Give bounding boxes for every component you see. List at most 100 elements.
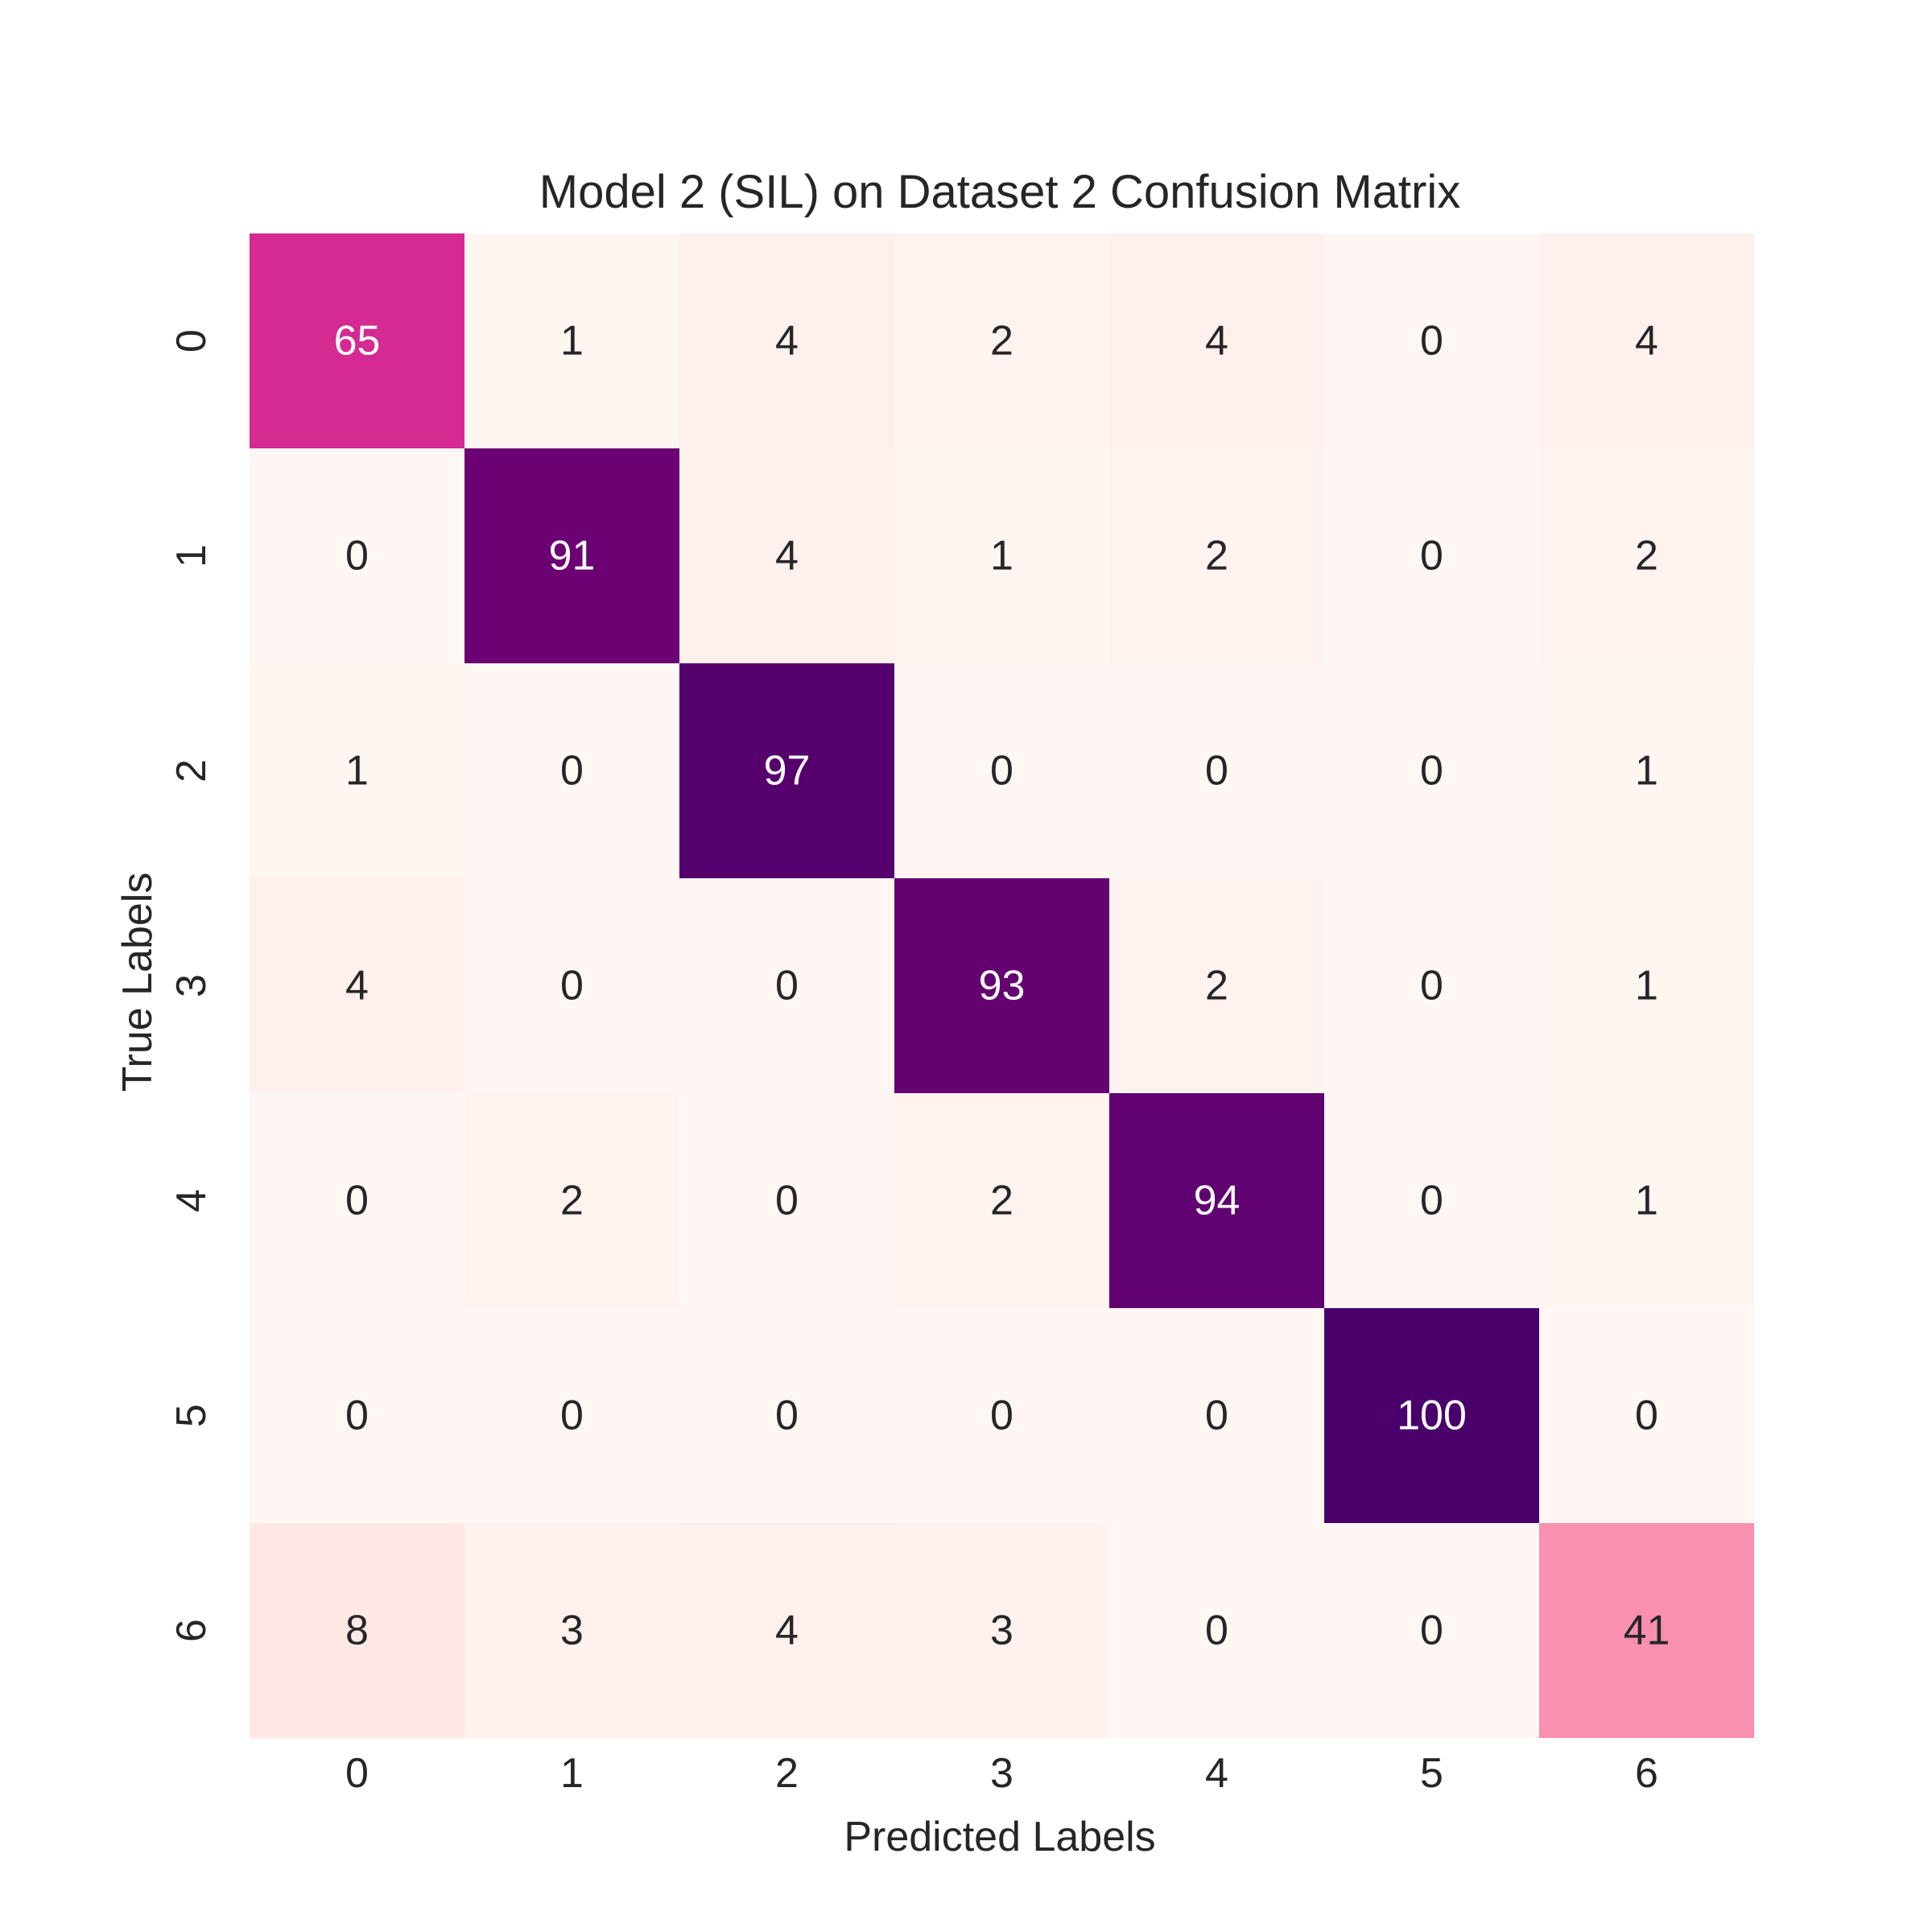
cell-value-3-2: 0 <box>775 963 799 1009</box>
cell-value-0-0: 65 <box>334 318 381 365</box>
heatmap-cell-2-6 <box>1539 663 1754 878</box>
heatmap-cell-6-5 <box>1324 1523 1539 1738</box>
heatmap-cell-4-6 <box>1539 1093 1754 1308</box>
heatmap-cell-3-6 <box>1539 878 1754 1093</box>
heatmap-cell-1-3 <box>894 448 1109 663</box>
y-tick-label-1: 1 <box>168 544 215 568</box>
heatmap-cell-5-0 <box>250 1308 464 1523</box>
y-tick-label-5: 5 <box>168 1404 215 1427</box>
x-tick-label-3: 3 <box>990 1750 1013 1797</box>
cell-value-0-2: 4 <box>775 318 799 365</box>
heatmap-cell-5-3 <box>894 1308 1109 1523</box>
cell-value-2-6: 1 <box>1635 748 1658 795</box>
heatmap-cell-4-1 <box>464 1093 679 1308</box>
cell-value-4-5: 0 <box>1420 1178 1443 1224</box>
heatmap-cell-3-0 <box>250 878 464 1093</box>
heatmap-cell-5-5 <box>1324 1308 1539 1523</box>
cell-value-4-1: 2 <box>560 1178 584 1224</box>
cell-value-4-0: 0 <box>345 1178 369 1224</box>
cell-value-3-1: 0 <box>560 963 584 1009</box>
y-tick-label-6: 6 <box>168 1619 215 1642</box>
cell-value-6-5: 0 <box>1420 1608 1443 1654</box>
cell-value-1-5: 0 <box>1420 533 1443 580</box>
heatmap-cell-2-1 <box>464 663 679 878</box>
heatmap-cell-6-4 <box>1109 1523 1324 1738</box>
heatmap-cell-0-1 <box>464 233 679 448</box>
heatmap-cell-1-2 <box>679 448 894 663</box>
heatmap-grid <box>250 233 1754 1738</box>
heatmap-cell-6-0 <box>250 1523 464 1738</box>
cell-value-0-4: 4 <box>1205 318 1228 365</box>
cell-value-6-6: 41 <box>1624 1608 1670 1654</box>
cell-value-6-2: 4 <box>775 1608 799 1654</box>
heatmap-cell-5-2 <box>679 1308 894 1523</box>
cell-value-3-4: 2 <box>1205 963 1228 1009</box>
cell-value-5-6: 0 <box>1635 1393 1658 1439</box>
y-axis-label: True Labels <box>114 873 161 1092</box>
heatmap-cell-4-2 <box>679 1093 894 1308</box>
cell-value-1-4: 2 <box>1205 533 1228 580</box>
cell-value-2-2: 97 <box>764 748 811 795</box>
heatmap-cell-6-2 <box>679 1523 894 1738</box>
chart-title: Model 2 (SIL) on Dataset 2 Confusion Mat… <box>539 166 1460 218</box>
heatmap-cell-6-6 <box>1539 1523 1754 1738</box>
cell-value-0-6: 4 <box>1635 318 1658 365</box>
cell-value-5-0: 0 <box>345 1393 369 1439</box>
x-axis-ticks: 0 1 2 3 4 5 6 <box>345 1750 1658 1797</box>
cell-value-5-2: 0 <box>775 1393 799 1439</box>
cell-value-1-1: 91 <box>549 533 596 580</box>
x-tick-label-0: 0 <box>345 1750 369 1797</box>
heatmap-cell-2-5 <box>1324 663 1539 878</box>
cell-value-0-5: 0 <box>1420 318 1443 365</box>
cell-value-0-1: 1 <box>560 318 584 365</box>
cell-value-3-6: 1 <box>1635 963 1658 1009</box>
heatmap-cell-2-2 <box>679 663 894 878</box>
cell-value-4-6: 1 <box>1635 1178 1658 1224</box>
heatmap-cell-3-2 <box>679 878 894 1093</box>
heatmap-cell-1-4 <box>1109 448 1324 663</box>
cell-value-2-1: 0 <box>560 748 584 795</box>
cell-value-2-0: 1 <box>345 748 369 795</box>
heatmap-cell-2-4 <box>1109 663 1324 878</box>
x-tick-label-4: 4 <box>1205 1750 1228 1797</box>
x-tick-label-5: 5 <box>1420 1750 1443 1797</box>
x-tick-label-6: 6 <box>1635 1750 1658 1797</box>
cell-value-5-3: 0 <box>990 1393 1013 1439</box>
heatmap-cell-0-3 <box>894 233 1109 448</box>
cell-value-0-3: 2 <box>990 318 1013 365</box>
heatmap-cell-3-1 <box>464 878 679 1093</box>
heatmap-cell-4-3 <box>894 1093 1109 1308</box>
cell-value-1-6: 2 <box>1635 533 1658 580</box>
heatmap-cell-6-1 <box>464 1523 679 1738</box>
heatmap-cell-4-5 <box>1324 1093 1539 1308</box>
cell-value-6-0: 8 <box>345 1608 369 1654</box>
heatmap-cell-3-3 <box>894 878 1109 1093</box>
cell-value-5-4: 0 <box>1205 1393 1228 1439</box>
heatmap-cell-5-6 <box>1539 1308 1754 1523</box>
cell-value-2-3: 0 <box>990 748 1013 795</box>
cell-value-3-5: 0 <box>1420 963 1443 1009</box>
cell-value-2-5: 0 <box>1420 748 1443 795</box>
heatmap-cell-0-6 <box>1539 233 1754 448</box>
x-axis-label: Predicted Labels <box>844 1814 1155 1860</box>
y-axis-ticks: 0 1 2 3 4 5 6 <box>168 329 215 1642</box>
cell-value-4-4: 94 <box>1194 1178 1241 1224</box>
heatmap-cell-3-4 <box>1109 878 1324 1093</box>
heatmap-cell-0-4 <box>1109 233 1324 448</box>
cell-value-4-3: 2 <box>990 1178 1013 1224</box>
y-tick-label-3: 3 <box>168 974 215 997</box>
cell-value-5-1: 0 <box>560 1393 584 1439</box>
y-tick-label-4: 4 <box>168 1189 215 1212</box>
x-tick-label-2: 2 <box>775 1750 799 1797</box>
cell-value-4-2: 0 <box>775 1178 799 1224</box>
cell-value-6-4: 0 <box>1205 1608 1228 1654</box>
y-tick-label-2: 2 <box>168 759 215 782</box>
y-tick-label-0: 0 <box>168 329 215 353</box>
heatmap-cell-2-3 <box>894 663 1109 878</box>
heatmap-cell-1-1 <box>464 448 679 663</box>
heatmap-cell-0-5 <box>1324 233 1539 448</box>
cell-value-5-5: 100 <box>1397 1393 1467 1439</box>
cell-value-1-3: 1 <box>990 533 1013 580</box>
heatmap-cell-1-6 <box>1539 448 1754 663</box>
